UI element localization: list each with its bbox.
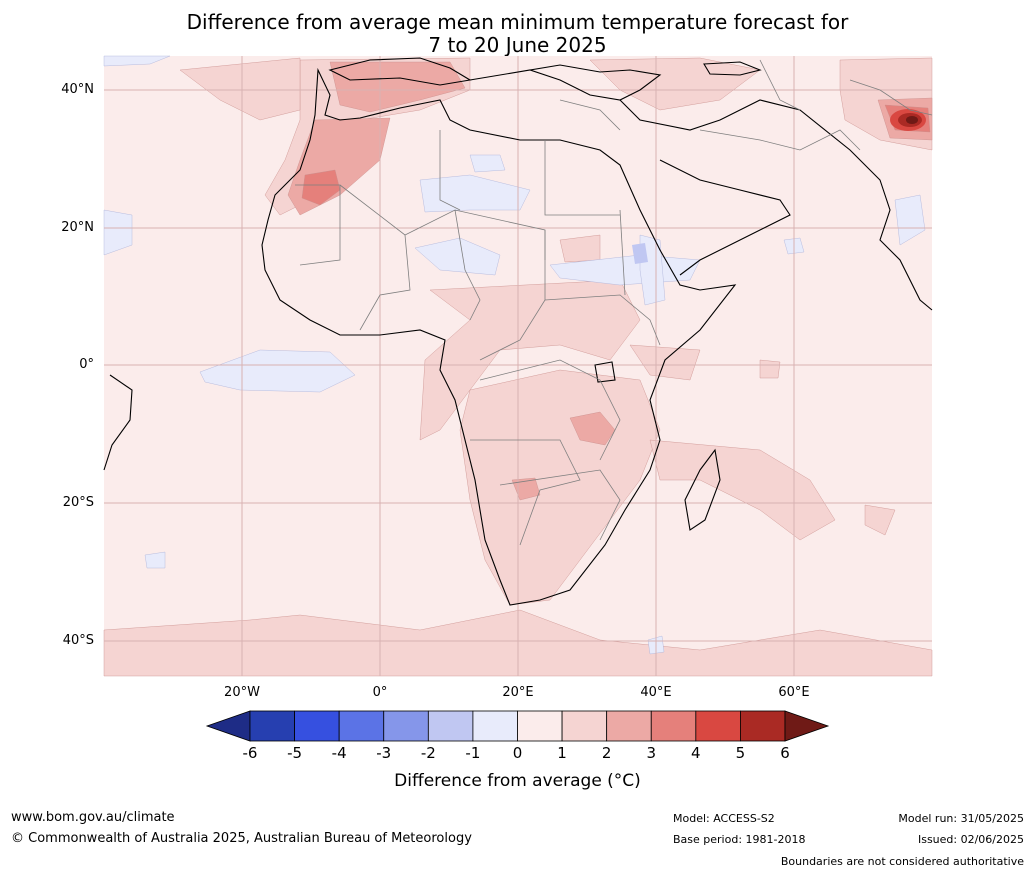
footer-website: www.bom.gov.au/climate xyxy=(11,810,175,825)
colorbar-segment xyxy=(427,710,474,742)
colorbar-tick-label: 0 xyxy=(512,744,523,762)
lon-label-40e: 40°E xyxy=(640,685,672,700)
colorbar-tick-label: 6 xyxy=(780,744,790,762)
colorbar-tick-label: -1 xyxy=(465,744,481,762)
colorbar-tick-label: 1 xyxy=(557,744,567,762)
lon-label-20e: 20°E xyxy=(502,685,534,700)
colorbar-tick-label: 5 xyxy=(735,744,746,762)
colorbar-tick-label: -4 xyxy=(331,744,347,762)
footer-disclaimer: Boundaries are not considered authoritat… xyxy=(780,855,1024,868)
footer-model-run: Model run: 31/05/2025 xyxy=(898,812,1024,825)
anomaly-negative-0-1 xyxy=(103,55,926,655)
colorbar-segment xyxy=(517,710,563,742)
map-title-line-1: Difference from average mean minimum tem… xyxy=(186,10,849,34)
lat-label-40s: 40°S xyxy=(62,633,94,648)
colorbar-label: Difference from average (°C) xyxy=(394,771,641,791)
colorbar-tick-label: 3 xyxy=(646,744,657,762)
anomaly-positive-4-plus xyxy=(890,109,926,131)
colorbar-tick-label: 2 xyxy=(601,744,612,762)
lon-label-20w: 20°W xyxy=(224,685,260,700)
map-title-line-2: 7 to 20 June 2025 xyxy=(428,33,607,57)
colorbar-tick-label: -6 xyxy=(242,744,258,762)
colorbar-segment xyxy=(695,710,741,742)
footer-issued: Issued: 02/06/2025 xyxy=(917,833,1024,846)
footer-base-period: Base period: 1981-2018 xyxy=(673,833,806,846)
lon-label-0: 0° xyxy=(372,685,388,700)
colorbar-segment xyxy=(472,710,518,742)
colorbar-segment xyxy=(249,710,295,742)
colorbar-segments xyxy=(205,710,830,742)
lat-label-20s: 20°S xyxy=(62,495,94,510)
colorbar-segment xyxy=(338,710,385,742)
colorbar-tick-label: -3 xyxy=(376,744,392,762)
colorbar-tick-label: -2 xyxy=(420,744,436,762)
coastline xyxy=(103,57,933,606)
footer-model: Model: ACCESS-S2 xyxy=(673,812,775,825)
colorbar-segment xyxy=(740,710,786,742)
graticule xyxy=(104,56,932,676)
country-borders xyxy=(295,59,933,546)
colorbar-segment xyxy=(383,710,429,742)
colorbar-tick-label: 4 xyxy=(691,744,701,762)
lat-label-40n: 40°N xyxy=(61,82,94,97)
colorbar-segment xyxy=(650,710,697,742)
colorbar-tick-label: -5 xyxy=(287,744,303,762)
lat-label-20n: 20°N xyxy=(61,220,94,235)
colorbar-segment xyxy=(606,710,652,742)
colorbar-arrow-high xyxy=(784,710,830,742)
colorbar-segment xyxy=(294,710,340,742)
anomaly-negative-1-2 xyxy=(632,243,648,264)
lat-label-0: 0° xyxy=(79,357,94,372)
lon-label-60e: 60°E xyxy=(778,685,810,700)
colorbar-segment xyxy=(561,710,608,742)
colorbar-arrow-low xyxy=(205,710,251,742)
footer-copyright: © Commonwealth of Australia 2025, Austra… xyxy=(11,831,472,846)
